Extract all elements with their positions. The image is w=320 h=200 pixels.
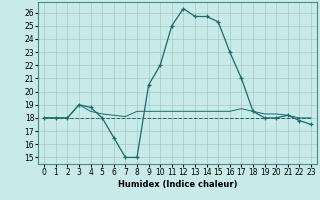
- X-axis label: Humidex (Indice chaleur): Humidex (Indice chaleur): [118, 180, 237, 189]
